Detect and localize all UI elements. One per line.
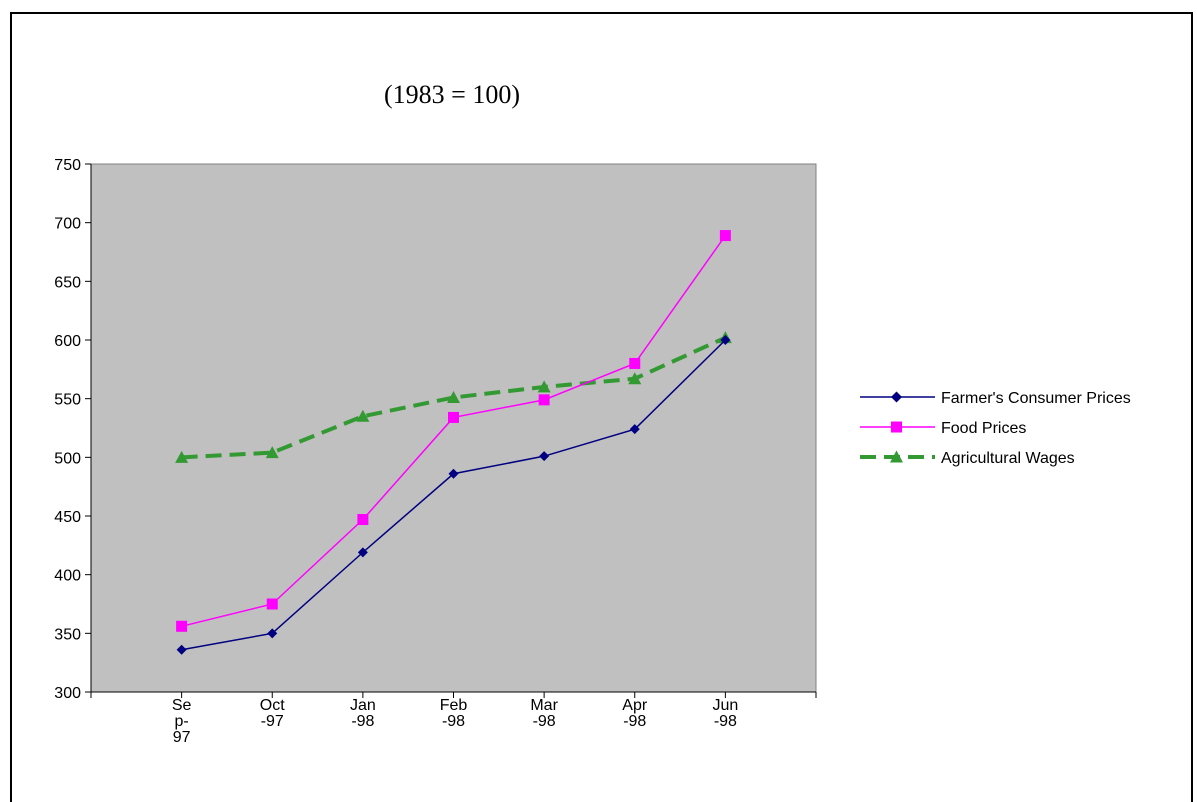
- point-marker: [890, 450, 903, 463]
- point-marker: [448, 411, 459, 423]
- y-tick-label: 650: [54, 274, 81, 291]
- x-tick-label: Feb -98: [440, 697, 468, 730]
- point-marker: [175, 450, 189, 463]
- chart-subtitle: (1983 = 100): [384, 80, 520, 109]
- point-marker: [719, 230, 731, 242]
- y-tick-label: 450: [54, 509, 81, 526]
- point-marker: [176, 620, 188, 632]
- x-tick-label: Oct -97: [260, 697, 285, 730]
- point-marker: [448, 468, 459, 479]
- point-marker: [720, 335, 731, 345]
- legend-label: Food Prices: [941, 420, 1026, 437]
- y-tick-label: 400: [54, 568, 81, 585]
- point-marker: [629, 357, 641, 369]
- point-marker: [447, 390, 460, 403]
- series-layer: [175, 230, 732, 655]
- point-marker: [176, 644, 187, 655]
- point-marker: [539, 451, 550, 462]
- y-tick-label: 600: [54, 333, 81, 350]
- point-marker: [891, 421, 902, 433]
- legend-label: Agricultural Wages: [941, 450, 1075, 467]
- point-marker: [357, 547, 368, 558]
- legend-label: Farmer's Consumer Prices: [941, 390, 1131, 407]
- y-tick-label: 750: [54, 157, 81, 174]
- y-axis: 300 350 400 450 500 550 600 650 700 750: [54, 157, 92, 702]
- series-food-prices: [176, 230, 731, 632]
- point-marker: [266, 598, 278, 610]
- legend: Farmer's Consumer Prices Food Prices Agric…: [860, 390, 1131, 467]
- y-tick-label: 350: [54, 626, 81, 643]
- y-tick-label: 700: [54, 216, 81, 233]
- x-axis: Se p-97 Oct -97 Jan -98 Feb -98 Mar -98 Apr -98 Jun -…: [90, 691, 817, 746]
- point-marker: [628, 372, 642, 385]
- x-tick-label: Se p-97: [172, 697, 192, 746]
- point-marker: [629, 424, 640, 435]
- point-marker: [538, 394, 550, 406]
- y-tick-label: 300: [54, 685, 81, 702]
- legend-item: Food Prices: [860, 420, 1026, 437]
- point-marker: [891, 391, 902, 403]
- point-marker: [537, 380, 551, 393]
- legend-item: Farmer's Consumer Prices: [860, 390, 1131, 407]
- x-tick-label: Apr -98: [622, 697, 648, 730]
- plot-area: [90, 163, 817, 693]
- point-marker: [356, 409, 370, 422]
- point-marker: [267, 628, 278, 639]
- y-tick-label: 500: [54, 450, 81, 467]
- x-tick-label: Jun -98: [712, 697, 738, 730]
- x-tick-label: Jan -98: [350, 697, 376, 730]
- series-farmer-s-consumer-prices: [176, 335, 731, 655]
- point-marker: [357, 514, 369, 526]
- legend-item: Agricultural Wages: [860, 450, 1075, 467]
- point-marker: [265, 446, 279, 459]
- y-tick-label: 550: [54, 392, 81, 409]
- x-tick-label: Mar -98: [530, 697, 558, 730]
